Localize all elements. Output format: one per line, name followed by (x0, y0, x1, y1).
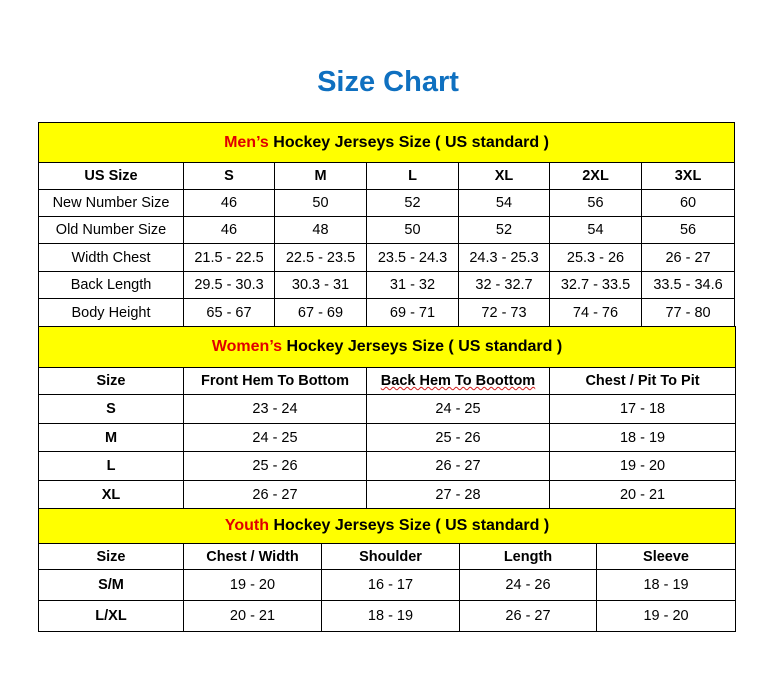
table-cell: L/XL (38, 600, 184, 632)
table-row: S/M 19 - 20 16 - 17 24 - 26 18 - 19 (38, 569, 737, 601)
column-header: XL (458, 162, 550, 190)
column-header: Shoulder (321, 543, 460, 570)
table-row: New Number Size 46 50 52 54 56 60 (38, 189, 736, 217)
header-row: US Size S M L XL 2XL 3XL (38, 162, 736, 190)
table-row: L 25 - 26 26 - 27 19 - 20 (38, 451, 737, 481)
table-cell: 69 - 71 (366, 298, 459, 327)
table-cell: 19 - 20 (595, 600, 737, 632)
mens-size-table: Men’s Hockey Jerseys Size ( US standard … (37, 122, 736, 327)
youth-size-table: Youth Hockey Jerseys Size ( US standard … (37, 508, 737, 632)
womens-size-table: Women’s Hockey Jerseys Size ( US standar… (37, 326, 737, 509)
table-cell: 25 - 26 (366, 423, 550, 452)
table-cell: 29.5 - 30.3 (183, 271, 275, 299)
column-header: Length (459, 543, 597, 570)
table-cell: 23 - 24 (183, 394, 367, 424)
table-cell: 24 - 26 (459, 569, 597, 601)
table-cell: 20 - 21 (183, 600, 322, 632)
table-row: Width Chest 21.5 - 22.5 22.5 - 23.5 23.5 - … (38, 243, 736, 272)
column-header: S (183, 162, 275, 190)
column-header: Chest / Pit To Pit (548, 367, 737, 395)
column-header: Front Hem To Bottom (183, 367, 367, 395)
table-cell: 32.7 - 33.5 (549, 271, 642, 299)
table-cell: 18 - 19 (321, 600, 460, 632)
womens-heading: Women’s Hockey Jerseys Size ( US standar… (37, 326, 737, 368)
column-header: Sleeve (595, 543, 737, 570)
table-row: Body Height 65 - 67 67 - 69 69 - 71 72 - 73 7… (38, 298, 736, 327)
table-cell: Width Chest (38, 243, 184, 272)
header-row: Size Chest / Width Shoulder Length Sleeve (38, 543, 737, 570)
youth-heading: Youth Hockey Jerseys Size ( US standard … (37, 508, 737, 544)
table-cell: 77 - 80 (640, 298, 736, 327)
table-cell: S (38, 394, 184, 424)
table-cell: 25.3 - 26 (549, 243, 642, 272)
table-cell: 65 - 67 (183, 298, 275, 327)
column-header: Size (38, 543, 184, 570)
table-cell: 54 (458, 189, 550, 217)
column-header: L (366, 162, 459, 190)
table-cell: 46 (183, 216, 275, 244)
table-cell: 26 - 27 (640, 243, 736, 272)
column-header: M (274, 162, 367, 190)
table-cell: 67 - 69 (274, 298, 367, 327)
column-header: Size (38, 367, 184, 395)
table-cell: XL (38, 480, 184, 509)
table-cell: S/M (38, 569, 184, 601)
table-cell: Old Number Size (38, 216, 184, 244)
table-cell: 52 (458, 216, 550, 244)
table-cell: 18 - 19 (595, 569, 737, 601)
table-row: Back Length 29.5 - 30.3 30.3 - 31 31 - 32 32… (38, 271, 736, 299)
table-cell: 50 (366, 216, 459, 244)
table-cell: 60 (640, 189, 736, 217)
table-cell: 17 - 18 (548, 394, 737, 424)
table-cell: 31 - 32 (366, 271, 459, 299)
header-row: Size Front Hem To Bottom Back Hem To Boott… (38, 367, 737, 395)
table-cell: 33.5 - 34.6 (640, 271, 736, 299)
table-cell: 74 - 76 (549, 298, 642, 327)
table-cell: 32 - 32.7 (458, 271, 550, 299)
table-cell: 16 - 17 (321, 569, 460, 601)
table-cell: 54 (549, 216, 642, 244)
table-row: XL 26 - 27 27 - 28 20 - 21 (38, 480, 737, 509)
column-header: Chest / Width (183, 543, 322, 570)
table-cell: 26 - 27 (366, 451, 550, 481)
table-cell: 25 - 26 (183, 451, 367, 481)
table-cell: 23.5 - 24.3 (366, 243, 459, 272)
table-cell: 20 - 21 (548, 480, 737, 509)
table-cell: 19 - 20 (548, 451, 737, 481)
table-cell: Back Length (38, 271, 184, 299)
table-cell: 26 - 27 (459, 600, 597, 632)
table-row: M 24 - 25 25 - 26 18 - 19 (38, 423, 737, 452)
table-cell: 52 (366, 189, 459, 217)
table-cell: 30.3 - 31 (274, 271, 367, 299)
table-cell: 24.3 - 25.3 (458, 243, 550, 272)
table-cell: 21.5 - 22.5 (183, 243, 275, 272)
table-row: L/XL 20 - 21 18 - 19 26 - 27 19 - 20 (38, 600, 737, 632)
column-header: US Size (38, 162, 184, 190)
table-cell: 27 - 28 (366, 480, 550, 509)
mens-heading: Men’s Hockey Jerseys Size ( US standard … (37, 122, 736, 163)
table-cell: 46 (183, 189, 275, 217)
table-cell: 26 - 27 (183, 480, 367, 509)
table-cell: New Number Size (38, 189, 184, 217)
table-cell: 22.5 - 23.5 (274, 243, 367, 272)
table-cell: 56 (640, 216, 736, 244)
table-cell: 48 (274, 216, 367, 244)
table-cell: 56 (549, 189, 642, 217)
column-header: 2XL (549, 162, 642, 190)
table-row: Old Number Size 46 48 50 52 54 56 (38, 216, 736, 244)
table-cell: 50 (274, 189, 367, 217)
page-title: Size Chart (317, 66, 459, 98)
table-cell: 24 - 25 (183, 423, 367, 452)
table-cell: 72 - 73 (458, 298, 550, 327)
table-cell: L (38, 451, 184, 481)
table-cell: Body Height (38, 298, 184, 327)
column-header: Back Hem To Boottom (366, 367, 550, 395)
table-cell: 24 - 25 (366, 394, 550, 424)
table-cell: M (38, 423, 184, 452)
table-cell: 18 - 19 (548, 423, 737, 452)
table-cell: 19 - 20 (183, 569, 322, 601)
column-header: 3XL (640, 162, 736, 190)
table-row: S 23 - 24 24 - 25 17 - 18 (38, 394, 737, 424)
